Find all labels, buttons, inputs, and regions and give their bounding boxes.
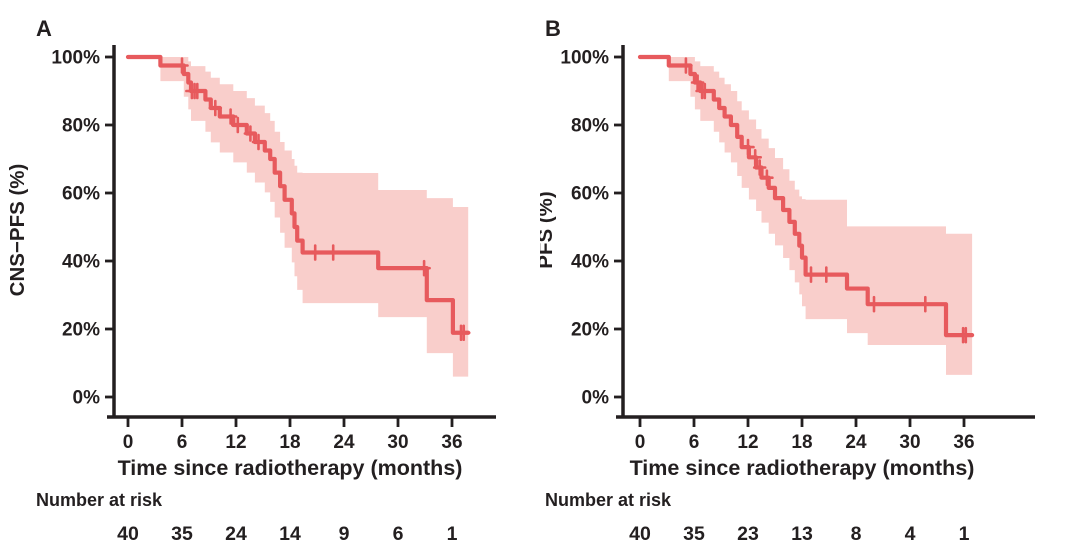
y-tick-label: 40% [62, 252, 100, 273]
y-tick-label: 20% [571, 320, 609, 341]
y-tick-label: 40% [571, 252, 609, 273]
risk-count: 8 [851, 523, 862, 545]
x-tick-label: 18 [791, 432, 812, 453]
risk-table-label: Number at risk [36, 490, 163, 510]
y-tick-label: 80% [571, 116, 609, 137]
censor-mark [741, 138, 755, 156]
censor-mark [748, 149, 762, 166]
y-tick-label: 80% [62, 116, 100, 137]
panel-letter: B [545, 16, 561, 41]
x-tick-label: 0 [635, 432, 646, 453]
y-tick-label: 0% [73, 388, 101, 409]
risk-count: 35 [171, 523, 193, 545]
panel-letter: A [36, 16, 52, 41]
km-panel-pfs: 0% 20% 40% 60% 80% 100% 0 6 12 18 24 30 36 B PFS (%) Ti… [540, 0, 1080, 551]
risk-count: 24 [225, 523, 247, 545]
censor-mark [867, 295, 881, 313]
risk-count: 40 [117, 523, 139, 545]
censor-mark [698, 82, 712, 100]
y-tick-label: 60% [62, 184, 100, 205]
censor-mark [417, 259, 431, 277]
risk-table-label: Number at risk [545, 490, 672, 510]
x-tick-label: 24 [845, 432, 867, 453]
km-panel-cns-pfs: 0% 20% 40% 60% 80% 100% 0 6 12 18 24 30 36 A CNS−PFS (… [6, 16, 496, 545]
x-tick-label: 6 [177, 432, 188, 453]
censor-mark [456, 324, 471, 342]
risk-count: 1 [447, 523, 458, 545]
x-tick-label: 12 [737, 432, 758, 453]
censor-mark [223, 108, 238, 125]
km-chart-cns-pfs: 0% 20% 40% 60% 80% 100% 0 6 12 18 24 30 36 A CNS−PFS (… [6, 16, 496, 545]
x-tick-label: 36 [953, 432, 974, 453]
y-axis-title: PFS (%) [540, 191, 557, 268]
x-tick-label: 0 [123, 432, 134, 453]
censor-mark [231, 116, 245, 134]
confidence-band [640, 57, 973, 375]
risk-count: 1 [959, 523, 970, 545]
censor-mark [243, 125, 258, 142]
x-tick-label: 12 [225, 432, 246, 453]
x-tick-label: 6 [689, 432, 700, 453]
censor-mark [175, 57, 189, 74]
y-tick-label: 0% [582, 388, 610, 409]
risk-count: 13 [791, 523, 813, 545]
risk-count: 35 [683, 523, 705, 545]
y-tick-label: 20% [62, 320, 100, 341]
risk-count: 9 [339, 523, 350, 545]
y-tick-label: 60% [571, 184, 609, 205]
x-axis-title: Time since radiotherapy (months) [118, 456, 463, 480]
x-tick-label: 24 [333, 432, 355, 453]
censor-mark [804, 266, 818, 283]
censor-mark [958, 326, 973, 344]
x-tick-label: 36 [441, 432, 462, 453]
x-axis-title: Time since radiotherapy (months) [630, 456, 975, 480]
censor-mark [918, 295, 933, 313]
risk-count: 14 [279, 523, 301, 545]
x-tick-label: 30 [899, 432, 920, 453]
y-tick-label: 100% [51, 48, 100, 69]
y-axis-title: CNS−PFS (%) [6, 164, 29, 297]
risk-count: 40 [629, 523, 651, 545]
censor-marks [175, 57, 471, 342]
censor-mark [308, 244, 323, 261]
censor-mark [690, 74, 705, 91]
censor-mark [190, 82, 205, 100]
risk-count: 4 [905, 523, 916, 545]
x-tick-label: 30 [387, 432, 408, 453]
censor-mark [326, 244, 341, 261]
censor-mark [251, 133, 266, 151]
censor-marks [679, 57, 973, 344]
y-tick-label: 100% [560, 48, 609, 69]
censor-mark [760, 169, 774, 186]
censor-mark [819, 266, 834, 283]
risk-count: 6 [393, 523, 404, 545]
confidence-band [128, 57, 469, 377]
censor-mark [752, 159, 767, 176]
censor-mark [208, 99, 223, 117]
risk-count: 23 [737, 523, 759, 545]
x-tick-label: 18 [279, 432, 300, 453]
censor-mark [679, 57, 693, 74]
